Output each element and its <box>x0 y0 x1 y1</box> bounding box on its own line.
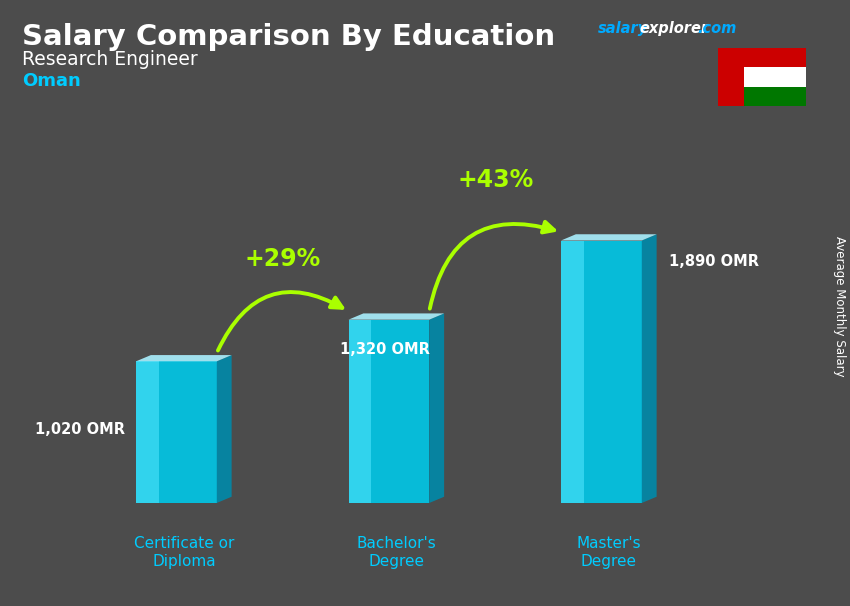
Polygon shape <box>348 319 371 503</box>
Text: Oman: Oman <box>22 72 81 90</box>
Bar <box>718 48 806 106</box>
Text: +29%: +29% <box>245 247 320 271</box>
Text: 1,020 OMR: 1,020 OMR <box>36 422 126 437</box>
Polygon shape <box>348 313 445 319</box>
Polygon shape <box>136 361 217 503</box>
Polygon shape <box>217 355 231 503</box>
Polygon shape <box>642 235 656 503</box>
Text: +43%: +43% <box>457 168 533 192</box>
Bar <box>745 48 806 67</box>
Bar <box>745 87 806 106</box>
Text: explorer: explorer <box>639 21 708 36</box>
Polygon shape <box>136 355 231 361</box>
Polygon shape <box>136 361 159 503</box>
Text: salary: salary <box>598 21 649 36</box>
Text: 1,320 OMR: 1,320 OMR <box>340 342 430 357</box>
Text: Research Engineer: Research Engineer <box>22 50 198 69</box>
Bar <box>718 48 745 106</box>
Polygon shape <box>429 313 445 503</box>
Polygon shape <box>561 241 642 503</box>
Text: .com: .com <box>697 21 736 36</box>
Text: Certificate or
Diploma: Certificate or Diploma <box>133 536 234 568</box>
Text: Average Monthly Salary: Average Monthly Salary <box>834 236 847 376</box>
Text: Master's
Degree: Master's Degree <box>576 536 641 568</box>
Text: Bachelor's
Degree: Bachelor's Degree <box>356 536 436 568</box>
Polygon shape <box>561 235 656 241</box>
Polygon shape <box>348 319 429 503</box>
Text: Salary Comparison By Education: Salary Comparison By Education <box>22 23 555 51</box>
Polygon shape <box>561 241 584 503</box>
Text: 1,890 OMR: 1,890 OMR <box>670 255 759 270</box>
